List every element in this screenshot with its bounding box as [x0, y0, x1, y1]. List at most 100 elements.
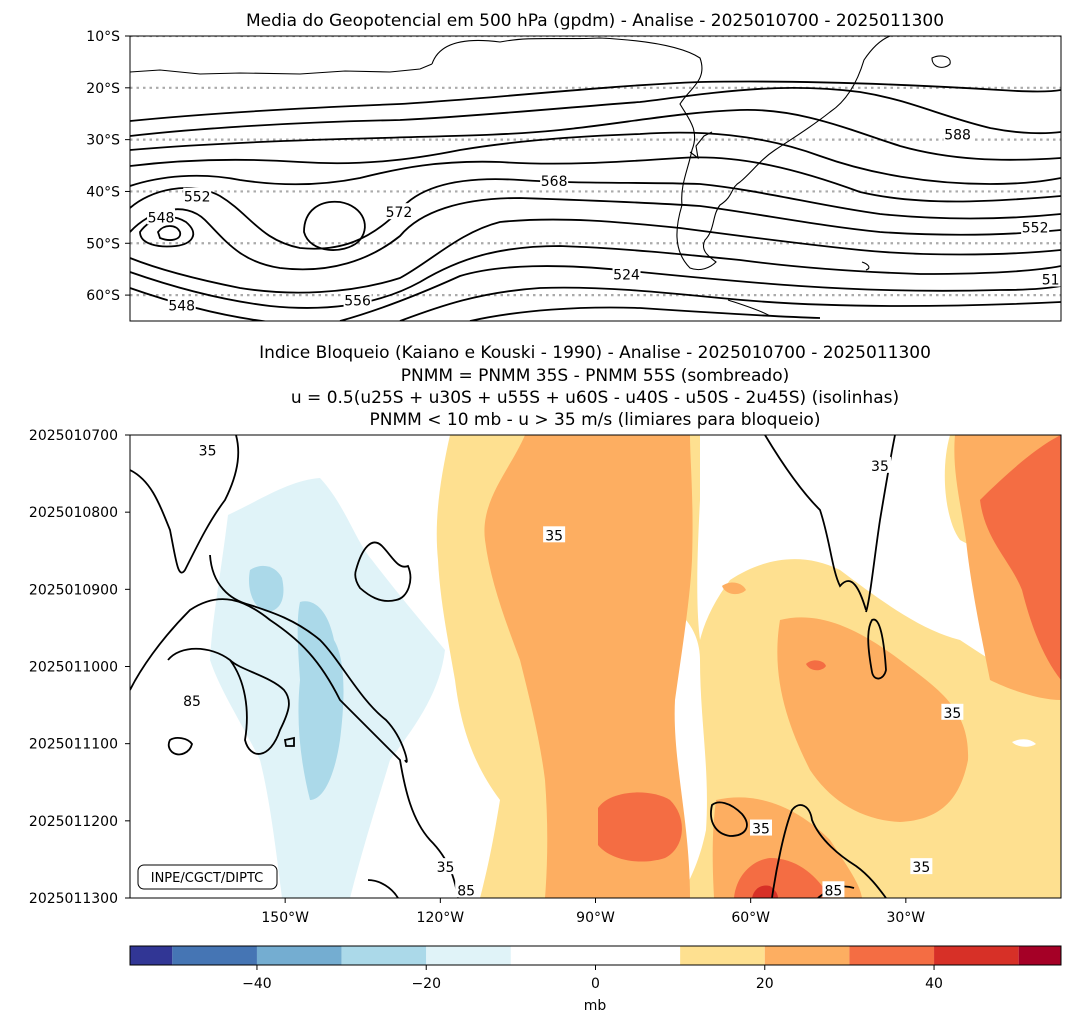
- geopotential-contour-label: 51: [1042, 273, 1060, 289]
- geopotential-contour-label: 572: [386, 205, 413, 221]
- colorbar-segment: [934, 946, 1019, 965]
- wind-label-bg: [196, 441, 219, 458]
- shade-red-orange-2: [598, 792, 682, 862]
- top-y-axis: 10°S 20°S 30°S 40°S 50°S 60°S: [86, 29, 130, 304]
- watermark-text: INPE/CGCT/DIPTC: [151, 871, 263, 886]
- coastlines: [130, 36, 951, 317]
- wind-label-bg: [543, 526, 566, 543]
- top-ytick-label: 60°S: [86, 288, 120, 304]
- geopotential-contour-label: 524: [613, 267, 640, 283]
- wind-contour-label: 85: [457, 883, 475, 899]
- wind-contour-label: 35: [545, 528, 563, 544]
- wind-contour-label: 85: [825, 883, 843, 899]
- bottom-ytick-label: 2025010900: [29, 582, 118, 598]
- geopotential-contour-label: 552: [184, 190, 211, 206]
- bottom-title-line-3: u = 0.5(u25S + u30S + u55S + u60S - u40S…: [291, 388, 899, 408]
- bottom-ytick-label: 2025011100: [29, 737, 118, 753]
- bottom-ytick-label: 2025011200: [29, 814, 118, 830]
- geopotential-labels: 588 568 572 552 548 524 556 548 552 51: [147, 125, 1061, 314]
- shade-red: [752, 885, 778, 898]
- shade-red-orange-5: [722, 582, 746, 595]
- bottom-y-axis: 2025010700 2025010800 2025010900 2025011000…: [29, 428, 130, 907]
- contour-label-bg: [1021, 218, 1050, 235]
- wind-label-bg: [941, 703, 964, 720]
- contour-label-bg: [540, 172, 569, 189]
- shade-blue-2: [297, 601, 344, 800]
- bottom-ytick-label: 2025010800: [29, 505, 118, 521]
- top-chart-title: Media do Geopotencial em 500 hPa (gpdm) …: [246, 11, 944, 31]
- wind-contours: [130, 435, 896, 898]
- bottom-x-axis: 150°W 120°W 90°W 60°W 30°W: [261, 898, 925, 926]
- geopotential-contour-label: 568: [541, 174, 568, 190]
- geopotential-contour-label: 556: [344, 293, 371, 309]
- colorbar-segment: [510, 946, 681, 965]
- colorbar-segment: [341, 946, 427, 965]
- wind-contour-label: 35: [912, 860, 930, 876]
- bottom-ytick-label: 2025010700: [29, 428, 118, 444]
- contour-label-bg: [343, 291, 372, 308]
- contour-label-bg: [167, 296, 196, 313]
- geopotential-contours: [130, 80, 1061, 321]
- top-ytick-label: 30°S: [86, 133, 120, 149]
- colorbar-label: mb: [584, 998, 607, 1014]
- bottom-xtick-label: 90°W: [576, 910, 615, 926]
- wind-label-bg: [181, 692, 204, 709]
- wind-contour-label: 85: [183, 694, 201, 710]
- wind-label-bg: [910, 858, 933, 875]
- wind-label-bg: [434, 858, 457, 875]
- colorbar-segment: [426, 946, 511, 965]
- colorbar-tick-label: 0: [591, 976, 600, 992]
- shade-orange-3: [777, 617, 969, 822]
- bottom-xtick-label: 60°W: [731, 910, 770, 926]
- top-plot-area: 588 568 572 552 548 524 556 548 552 51: [130, 36, 1061, 321]
- bottom-title-line-1: Indice Bloqueio (Kaiano e Kouski - 1990)…: [259, 343, 931, 363]
- shade-white-3: [1012, 739, 1036, 747]
- contour-label-bg: [183, 187, 212, 204]
- shade-blue-1: [248, 565, 284, 612]
- bottom-ytick-label: 2025011300: [29, 891, 118, 907]
- top-ytick-label: 10°S: [86, 29, 120, 45]
- colorbar-tick-label: 40: [925, 976, 943, 992]
- shade-orange-1: [484, 435, 693, 898]
- colorbar-tick-label: 20: [756, 976, 774, 992]
- wind-contour-label: 35: [871, 459, 889, 475]
- bottom-chart-title: Indice Bloqueio (Kaiano e Kouski - 1990)…: [259, 343, 931, 430]
- wind-contour-label: 35: [752, 822, 770, 838]
- colorbar: [129, 945, 1062, 966]
- contour-label-bg: [147, 208, 176, 225]
- bottom-xtick-label: 30°W: [886, 910, 925, 926]
- contour-label-bg: [1036, 270, 1061, 287]
- geopotential-contour-label: 552: [1022, 221, 1049, 237]
- watermark: INPE/CGCT/DIPTC: [137, 864, 278, 890]
- colorbar-segment: [849, 946, 935, 965]
- top-plot-frame: [129, 35, 1062, 322]
- colorbar-ticks: −40 −20 0 20 40: [242, 965, 943, 992]
- wind-label-bg: [868, 456, 891, 473]
- shade-red-orange-4: [806, 660, 826, 671]
- colorbar-segment: [764, 946, 850, 965]
- bottom-title-line-4: PNMM < 10 mb - u > 35 m/s (limiares para…: [370, 410, 821, 430]
- wind-contour-label: 35: [437, 860, 455, 876]
- top-ytick-label: 40°S: [86, 184, 120, 200]
- wind-label-bg: [822, 881, 845, 898]
- colorbar-segment: [172, 946, 257, 965]
- wind-contour-label: 35: [943, 706, 961, 722]
- bottom-xtick-label: 150°W: [261, 910, 309, 926]
- wind-label-bg: [455, 881, 478, 898]
- contour-label-bg: [943, 125, 972, 142]
- geopotential-contour-label: 588: [944, 127, 971, 143]
- contour-label-bg: [384, 203, 413, 220]
- colorbar-segment: [256, 946, 342, 965]
- shade-red-orange-1: [980, 435, 1061, 680]
- bottom-title-line-2: PNMM = PNMM 35S - PNMM 55S (sombreado): [401, 366, 790, 386]
- colorbar-segment: [130, 946, 173, 965]
- colorbar-tick-label: −20: [411, 976, 441, 992]
- bottom-xtick-label: 120°W: [417, 910, 465, 926]
- contour-label-bg: [612, 265, 641, 282]
- wind-label-bg: [750, 819, 773, 836]
- latitude-gridlines: [130, 36, 1061, 297]
- geopotential-contour-label: 548: [148, 210, 175, 226]
